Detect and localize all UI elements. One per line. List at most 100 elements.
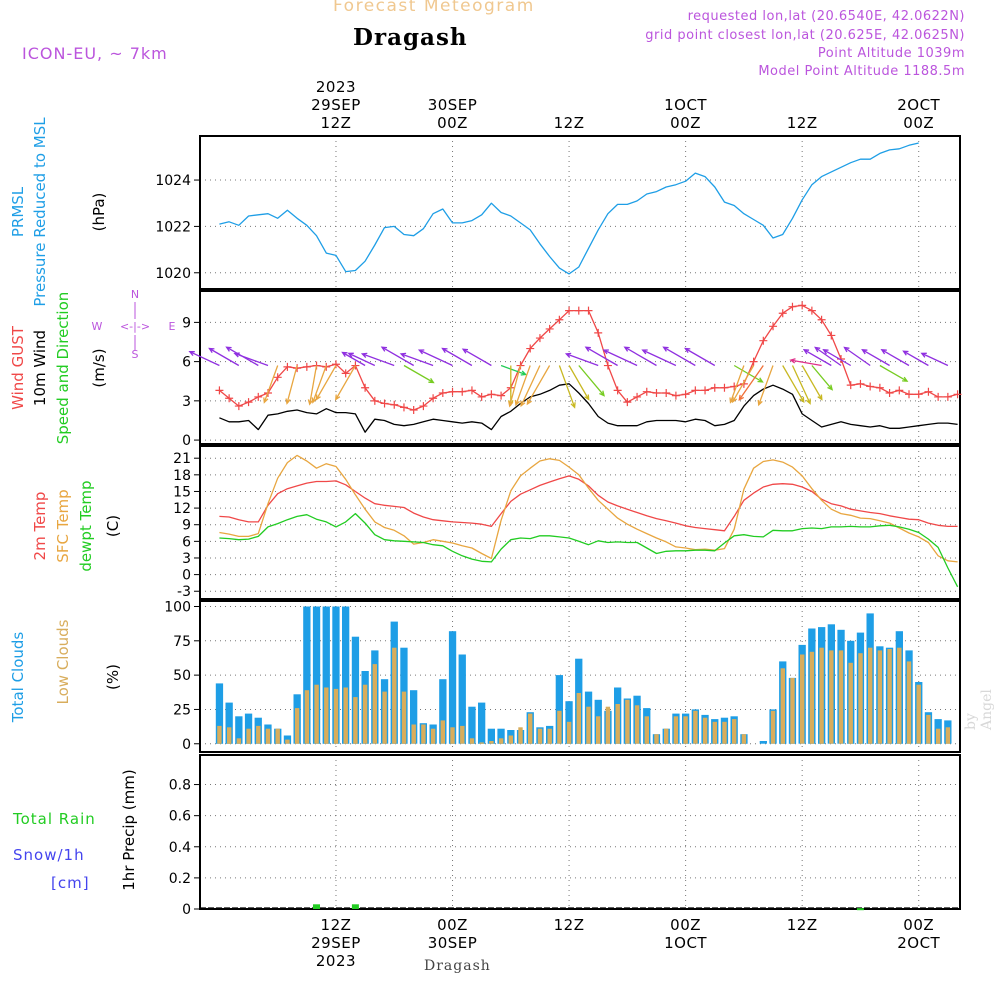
gust-marker <box>623 398 632 407</box>
low-cloud-bar <box>858 653 863 744</box>
low-cloud-bar <box>683 716 688 744</box>
low-cloud-bar <box>800 654 805 744</box>
gust-marker <box>875 383 884 392</box>
wind-arrow <box>602 349 638 367</box>
y-tick-label: 0.8 <box>169 778 191 794</box>
total-cloud-bar <box>487 728 495 744</box>
bottom-time-axis-label: 12Z <box>321 916 352 934</box>
low-cloud-bar <box>741 734 747 744</box>
wind-arrow <box>315 365 337 401</box>
snow-label: Snow/1h <box>13 846 85 864</box>
gust-marker <box>429 394 438 403</box>
low-cloud-bar <box>566 721 572 744</box>
y-tick-label: 1020 <box>155 266 191 282</box>
low-cloud-bar <box>926 714 931 744</box>
wind-arrow <box>307 365 318 406</box>
low-cloud-bar <box>314 684 319 744</box>
low-cloud-bar <box>906 661 912 744</box>
wind-arrow <box>623 346 657 367</box>
total-cloud-bar <box>342 606 350 744</box>
snow-unit: [cm] <box>51 874 90 892</box>
gust-marker <box>905 390 914 399</box>
low-cloud-bar <box>304 690 310 744</box>
low-cloud-bar <box>586 706 591 744</box>
gust-marker <box>866 382 875 391</box>
gust-marker <box>419 402 428 411</box>
wind-arrow <box>880 349 910 367</box>
wind-arrow <box>802 349 832 367</box>
model-point-altitude: Model Point Altitude 1188.5m <box>758 64 965 79</box>
low-cloud-bar <box>809 651 815 744</box>
low-cloud-bar <box>537 728 543 744</box>
low-cloud-bar <box>770 710 776 744</box>
wind-arrow <box>380 346 415 367</box>
temp2m-label: 2m Temp <box>31 492 49 561</box>
low-cloud-bar <box>664 728 669 744</box>
low-cloud-bar <box>460 725 465 744</box>
low-cloud-bar <box>654 734 659 744</box>
low-cloud-bar <box>324 687 329 744</box>
wind-arrow <box>814 346 842 367</box>
low-cloud-bar <box>916 684 921 744</box>
gust-marker <box>681 390 690 399</box>
total-cloud-bar <box>497 728 505 744</box>
total-cloud-bar <box>478 702 486 744</box>
gust-marker <box>283 362 292 371</box>
wind-arrow <box>347 352 376 367</box>
total-cloud-bar <box>448 631 457 744</box>
wind-arrow <box>684 347 716 367</box>
wind-arrow <box>822 349 852 367</box>
y-tick-label: 1024 <box>155 173 191 189</box>
compass-axis: <-|-> <box>120 320 150 333</box>
low-cloud-bar <box>790 677 795 744</box>
bottom-time-axis-label: 12Z <box>554 916 585 934</box>
top-time-axis-label: 2OCT <box>897 96 940 114</box>
low-cloud-bar <box>498 738 504 744</box>
wind-gust-label: Wind GUST <box>9 325 27 410</box>
wind-arrow <box>508 365 522 408</box>
gust-marker <box>555 315 564 324</box>
total-cloud-bar <box>351 636 360 744</box>
gust-marker <box>895 386 904 395</box>
wind-arrow <box>399 352 434 367</box>
y-tick-label: 0 <box>182 568 191 584</box>
y-tick-label: 15 <box>173 484 191 500</box>
low-cloud-bar <box>227 727 232 744</box>
y-tick-label: 0 <box>182 737 191 753</box>
low-cloud-bar <box>732 719 737 744</box>
gust-marker <box>438 389 447 397</box>
gust-line <box>218 304 958 411</box>
low-cloud-bar <box>557 710 562 744</box>
pressure-line <box>219 142 919 275</box>
gust-marker <box>535 334 544 343</box>
low-cloud-bar <box>479 742 484 744</box>
low-cloud-bar <box>372 664 377 744</box>
gust-marker <box>234 402 243 411</box>
pressure-unit: (hPa) <box>90 193 108 232</box>
gust-marker <box>458 387 467 396</box>
low-cloud-bar <box>819 647 824 744</box>
low-cloud-bar <box>868 647 873 744</box>
gust-marker <box>545 324 554 333</box>
gust-marker <box>380 399 389 408</box>
low-cloud-bar <box>887 649 892 744</box>
wind-arrow <box>311 365 327 404</box>
clouds-unit: (%) <box>104 664 122 690</box>
gust-marker <box>293 364 302 373</box>
y-tick-label: 6 <box>182 534 191 550</box>
wind-arrow <box>403 364 435 384</box>
wind-arrow <box>578 365 605 397</box>
gust-marker <box>613 386 622 395</box>
location-title: Dragash <box>353 24 468 51</box>
wind-arrow <box>791 365 811 405</box>
wind10m-line <box>219 383 958 433</box>
y-tick-label: 0 <box>182 902 191 918</box>
low-cloud-bar <box>897 647 902 744</box>
low-cloud-bar <box>265 728 271 744</box>
low-cloud-bar <box>411 724 416 744</box>
top-time-axis-label: 29SEP <box>311 96 361 114</box>
low-cloud-bar <box>294 708 300 744</box>
low-cloud-bar <box>936 728 941 744</box>
total-cloud-bar <box>759 741 767 744</box>
